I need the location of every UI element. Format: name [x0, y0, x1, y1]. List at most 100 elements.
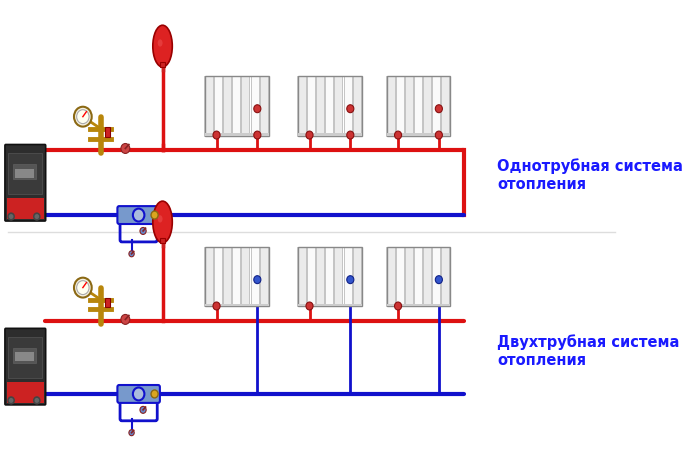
Bar	[298, 304, 362, 306]
Bar	[335, 247, 342, 306]
Circle shape	[346, 131, 354, 139]
Circle shape	[133, 387, 144, 400]
Bar	[8, 337, 42, 378]
Circle shape	[435, 105, 442, 112]
Bar	[307, 76, 315, 135]
Circle shape	[77, 110, 89, 124]
Bar	[307, 247, 315, 306]
Circle shape	[395, 302, 402, 310]
Bar	[105, 126, 111, 136]
Bar	[335, 76, 342, 135]
Bar	[386, 133, 450, 135]
Circle shape	[213, 302, 220, 310]
Bar	[395, 247, 404, 306]
Bar	[353, 247, 360, 306]
Circle shape	[346, 105, 354, 112]
Bar	[160, 238, 165, 243]
Bar	[344, 76, 351, 135]
Bar	[432, 76, 440, 135]
Bar	[7, 198, 44, 219]
Text: Однотрубная система
отопления: Однотрубная система отопления	[497, 159, 683, 192]
Bar	[260, 76, 267, 135]
Circle shape	[151, 211, 158, 219]
Bar	[15, 169, 34, 178]
Bar	[15, 352, 34, 361]
Circle shape	[254, 276, 261, 284]
Bar	[223, 247, 231, 306]
Bar	[241, 76, 249, 135]
Bar	[386, 247, 395, 306]
Bar	[405, 247, 413, 306]
Bar	[344, 247, 351, 306]
Bar	[232, 76, 240, 135]
Bar	[251, 76, 258, 135]
Circle shape	[435, 276, 442, 284]
Circle shape	[346, 276, 354, 284]
Circle shape	[129, 430, 134, 436]
Circle shape	[77, 281, 89, 295]
Circle shape	[121, 144, 130, 153]
Circle shape	[121, 315, 130, 324]
Bar	[353, 76, 360, 135]
Circle shape	[254, 105, 261, 112]
Bar	[205, 247, 213, 306]
Circle shape	[129, 251, 134, 257]
Bar	[7, 382, 44, 403]
Circle shape	[140, 406, 146, 414]
Bar	[386, 76, 395, 135]
Circle shape	[74, 278, 92, 297]
Ellipse shape	[158, 39, 162, 47]
Ellipse shape	[153, 201, 172, 243]
Bar	[432, 247, 440, 306]
Circle shape	[213, 131, 220, 139]
Bar	[441, 247, 449, 306]
Bar	[298, 133, 362, 135]
Circle shape	[74, 107, 92, 126]
Bar	[386, 76, 450, 135]
FancyBboxPatch shape	[118, 385, 160, 403]
Bar	[316, 247, 324, 306]
Circle shape	[10, 399, 13, 402]
Bar	[298, 76, 362, 135]
Circle shape	[34, 213, 40, 220]
Bar	[298, 247, 306, 306]
Bar	[105, 297, 111, 307]
Bar	[386, 304, 450, 306]
Bar	[232, 247, 240, 306]
Bar	[297, 247, 298, 307]
Circle shape	[35, 399, 38, 402]
Bar	[414, 76, 422, 135]
Circle shape	[35, 215, 38, 218]
Bar	[251, 247, 258, 306]
Circle shape	[8, 397, 14, 404]
Bar	[13, 348, 36, 363]
Bar	[298, 76, 306, 135]
Circle shape	[306, 131, 313, 139]
Bar	[326, 76, 333, 135]
Circle shape	[34, 397, 40, 404]
Ellipse shape	[153, 25, 172, 67]
Bar	[386, 76, 387, 136]
FancyBboxPatch shape	[5, 144, 46, 221]
Circle shape	[8, 213, 14, 220]
Bar	[205, 76, 269, 135]
Circle shape	[395, 131, 402, 139]
Bar	[214, 247, 222, 306]
Bar	[223, 76, 231, 135]
Bar	[386, 247, 450, 306]
Bar	[386, 247, 387, 307]
Bar	[297, 76, 298, 136]
Bar	[316, 76, 324, 135]
Bar	[414, 247, 422, 306]
Bar	[241, 247, 249, 306]
Circle shape	[254, 131, 261, 139]
Bar	[395, 76, 404, 135]
FancyBboxPatch shape	[118, 206, 160, 224]
Bar	[298, 247, 362, 306]
Bar	[13, 164, 36, 179]
Bar	[160, 62, 165, 67]
Ellipse shape	[158, 215, 162, 223]
Bar	[204, 76, 206, 136]
Circle shape	[133, 209, 144, 221]
Bar	[204, 247, 206, 307]
